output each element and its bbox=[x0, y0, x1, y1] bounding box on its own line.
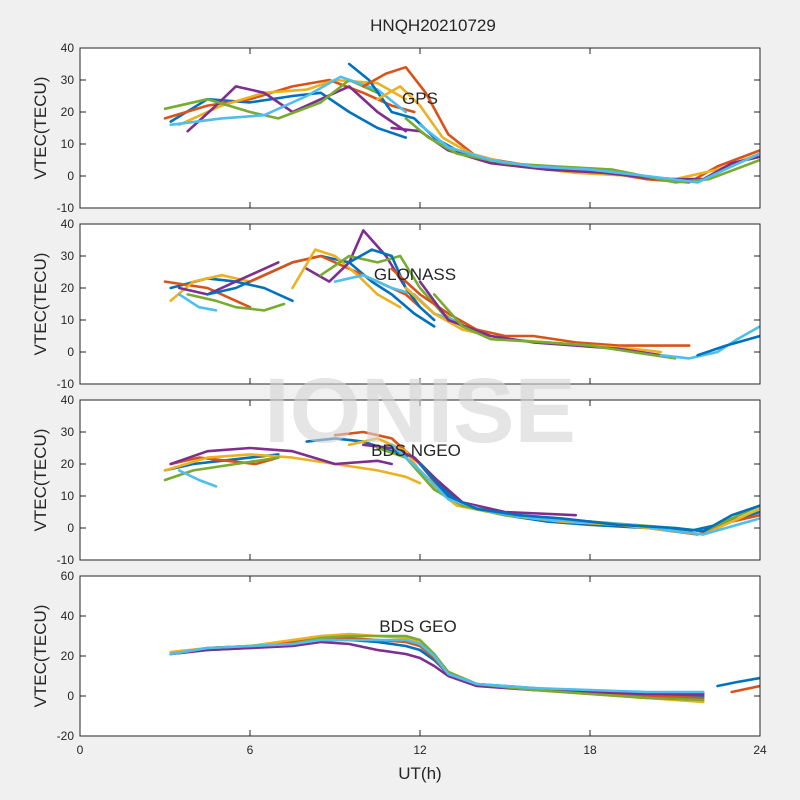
series-line bbox=[390, 443, 760, 536]
plot-area bbox=[80, 48, 760, 208]
x-tick-label: 24 bbox=[753, 743, 767, 757]
y-axis-label: VTEC(TECU) bbox=[31, 77, 50, 180]
series-line bbox=[163, 280, 252, 309]
series-line bbox=[177, 261, 280, 296]
y-tick-label: -10 bbox=[57, 201, 75, 215]
y-tick-label: -10 bbox=[57, 377, 75, 391]
y-tick-label: 20 bbox=[61, 457, 75, 471]
y-tick-label: 40 bbox=[61, 41, 75, 55]
y-tick-label: 60 bbox=[61, 569, 75, 583]
series-line bbox=[163, 453, 422, 485]
series-line bbox=[730, 684, 760, 694]
x-tick-label: 18 bbox=[583, 743, 597, 757]
y-tick-label: 40 bbox=[61, 609, 75, 623]
y-tick-label: 0 bbox=[67, 345, 74, 359]
y-tick-label: -10 bbox=[57, 553, 75, 567]
series-line bbox=[177, 78, 408, 127]
series-line bbox=[418, 462, 760, 533]
x-tick-label: 0 bbox=[77, 743, 84, 757]
y-tick-label: 40 bbox=[61, 393, 75, 407]
series-group bbox=[163, 430, 760, 536]
watermark: IONISE bbox=[264, 360, 576, 462]
plot-area bbox=[80, 576, 760, 736]
series-group bbox=[169, 632, 760, 704]
subplot-3: -10 0 10 20 30 40 VTEC(TECU) BDS NGEO bbox=[31, 393, 761, 567]
series-line bbox=[347, 248, 436, 322]
y-tick-label: 10 bbox=[61, 489, 75, 503]
series-line bbox=[177, 293, 218, 312]
panel-annotation: GLONASS bbox=[374, 265, 456, 284]
y-axis-label: VTEC(TECU) bbox=[31, 429, 50, 532]
panel-annotation: BDS NGEO bbox=[371, 441, 461, 460]
plot-area bbox=[80, 400, 760, 560]
series-line bbox=[390, 267, 691, 347]
subplots: -10 0 10 20 30 40 VTEC(TECU) GPS -10 0 10 20 30 40 VTE… bbox=[31, 41, 767, 757]
x-tick-label: 12 bbox=[413, 743, 427, 757]
y-tick-label: -20 bbox=[57, 729, 75, 743]
figure-title: HNQH20210729 bbox=[370, 16, 496, 35]
series-line bbox=[716, 676, 760, 688]
series-line bbox=[169, 273, 252, 303]
x-tick-label: 6 bbox=[247, 743, 254, 757]
y-tick-label: 20 bbox=[61, 649, 75, 663]
series-line bbox=[169, 446, 394, 466]
panel-annotation: BDS GEO bbox=[379, 617, 456, 636]
y-tick-label: 30 bbox=[61, 425, 75, 439]
y-tick-label: 10 bbox=[61, 313, 75, 327]
y-tick-label: 40 bbox=[61, 217, 75, 231]
y-tick-label: 20 bbox=[61, 281, 75, 295]
y-tick-label: 20 bbox=[61, 105, 75, 119]
series-line bbox=[418, 123, 760, 184]
series-line bbox=[177, 469, 218, 488]
series-line bbox=[169, 638, 705, 694]
series-line bbox=[163, 456, 280, 482]
series-group bbox=[163, 229, 760, 360]
y-tick-label: 0 bbox=[67, 689, 74, 703]
panel-annotation: GPS bbox=[402, 89, 438, 108]
series-group bbox=[163, 62, 760, 184]
y-tick-label: 0 bbox=[67, 169, 74, 183]
series-line bbox=[696, 334, 760, 357]
subplot-1: -10 0 10 20 30 40 VTEC(TECU) GPS bbox=[31, 41, 761, 215]
subplot-2: -10 0 10 20 30 40 VTEC(TECU) GLONASS bbox=[31, 217, 761, 391]
y-tick-label: 0 bbox=[67, 521, 74, 535]
series-line bbox=[169, 75, 408, 127]
x-axis-label: UT(h) bbox=[398, 764, 441, 783]
series-line bbox=[186, 293, 286, 312]
y-axis-label: VTEC(TECU) bbox=[31, 253, 50, 356]
series-line bbox=[169, 91, 408, 139]
series-line bbox=[169, 456, 280, 466]
y-tick-label: 10 bbox=[61, 137, 75, 151]
y-axis-label: VTEC(TECU) bbox=[31, 605, 50, 708]
series-line bbox=[432, 293, 677, 360]
y-tick-label: 30 bbox=[61, 249, 75, 263]
y-tick-label: 30 bbox=[61, 73, 75, 87]
series-line bbox=[659, 325, 760, 360]
